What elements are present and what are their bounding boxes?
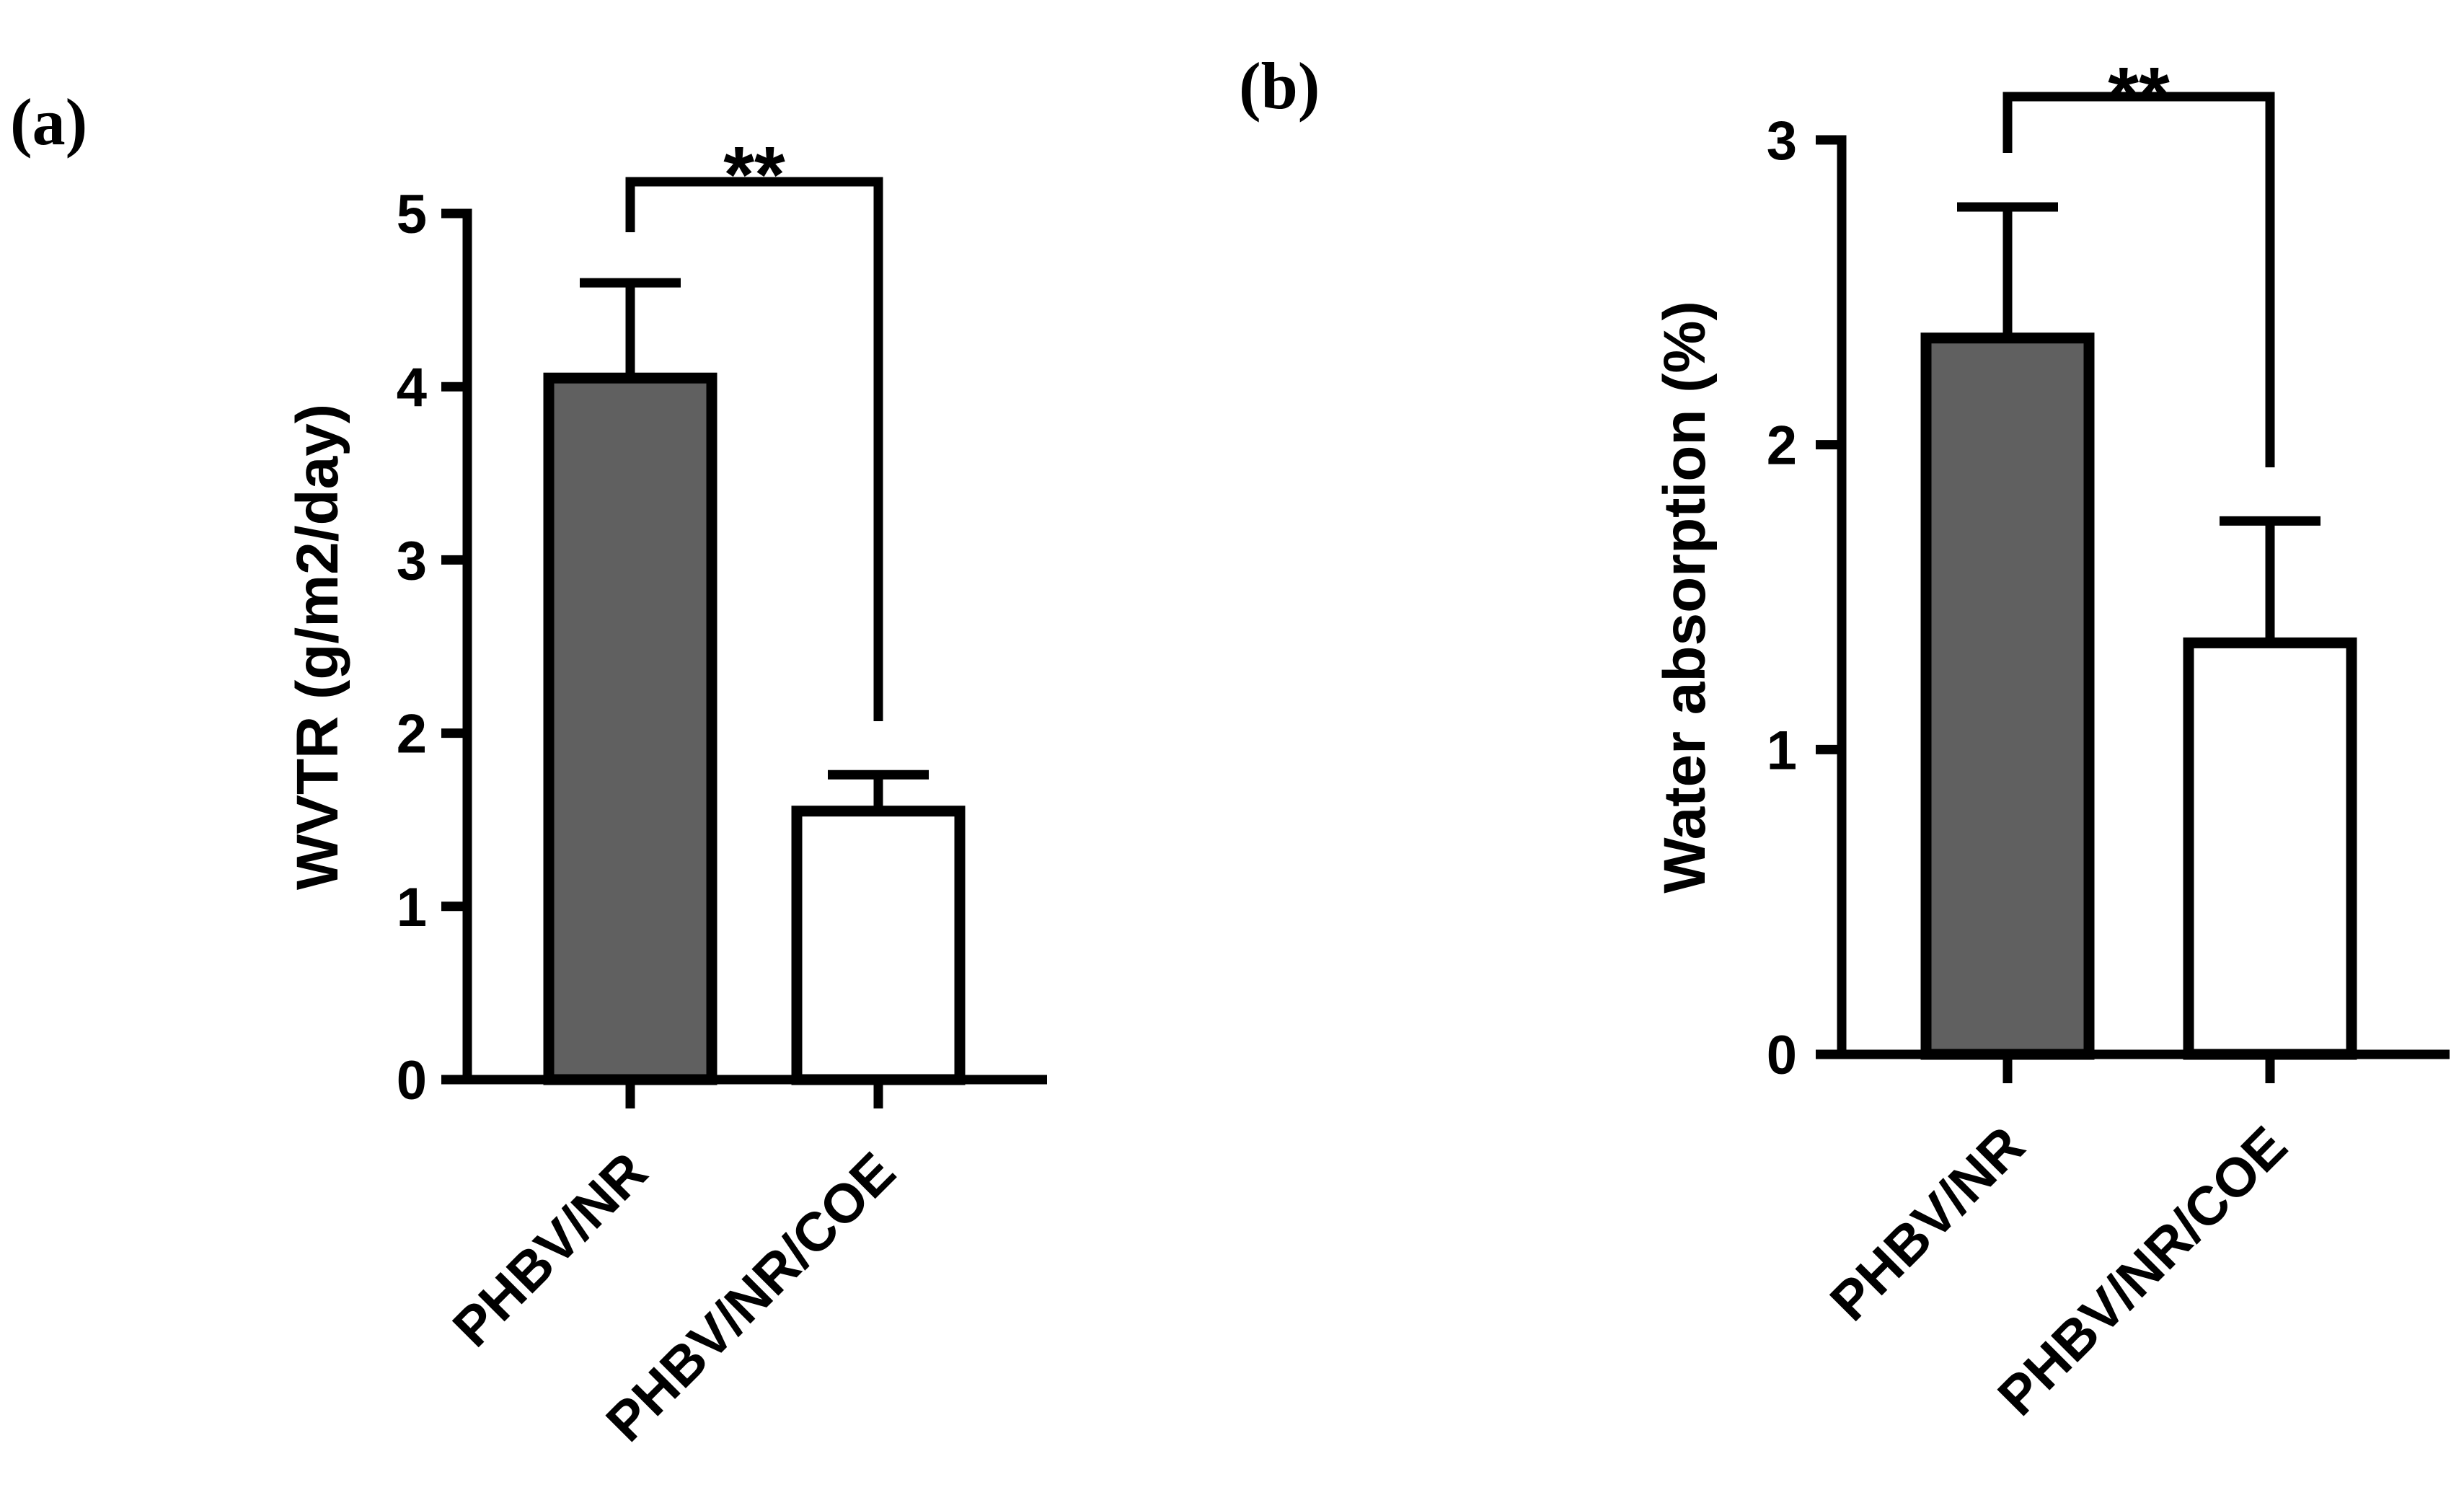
panel-label: (a)	[10, 85, 87, 159]
y-tick-label: 3	[1767, 110, 1797, 172]
y-tick-label: 1	[1767, 720, 1797, 781]
x-category-label: PHBV/NR/COE	[1987, 1115, 2299, 1427]
y-tick-label: 0	[397, 1050, 427, 1111]
y-tick-label: 2	[1767, 415, 1797, 477]
y-axis-title: Water absorption (%)	[1652, 301, 1718, 894]
significance-label: **	[2108, 51, 2170, 140]
bar-phbv-nr-coe	[2183, 637, 2357, 1060]
bar-phbv-nr	[543, 372, 717, 1085]
y-tick-label: 3	[397, 530, 427, 591]
y-tick-label: 1	[397, 877, 427, 938]
bar-phbv-nr	[1920, 332, 2095, 1060]
significance-bracket	[625, 177, 883, 721]
y-tick-label: 5	[397, 184, 427, 245]
y-tick-label: 4	[397, 357, 427, 418]
y-tick-label: 0	[1767, 1025, 1797, 1086]
chart-panel-a: (a)WVTR (g/m2/day)012345PHBV/NRPHBV/NR/C…	[10, 85, 1047, 1453]
chart-panel-b: (b) Water absorption (%) 0 1 2 3 PHBV/NRPHBV/N…	[1239, 49, 2450, 1427]
y-axis-title: WVTR (g/m2/day)	[285, 404, 350, 890]
y-tick-label: 2	[397, 704, 427, 765]
panel-label: (b)	[1239, 49, 1320, 123]
x-category-label: PHBV/NR	[441, 1141, 659, 1359]
bar-phbv-nr-coe	[791, 806, 966, 1085]
significance-label: **	[723, 131, 785, 219]
significance-bracket	[2002, 92, 2275, 467]
x-category-label: PHBV/NR	[1819, 1115, 2036, 1333]
